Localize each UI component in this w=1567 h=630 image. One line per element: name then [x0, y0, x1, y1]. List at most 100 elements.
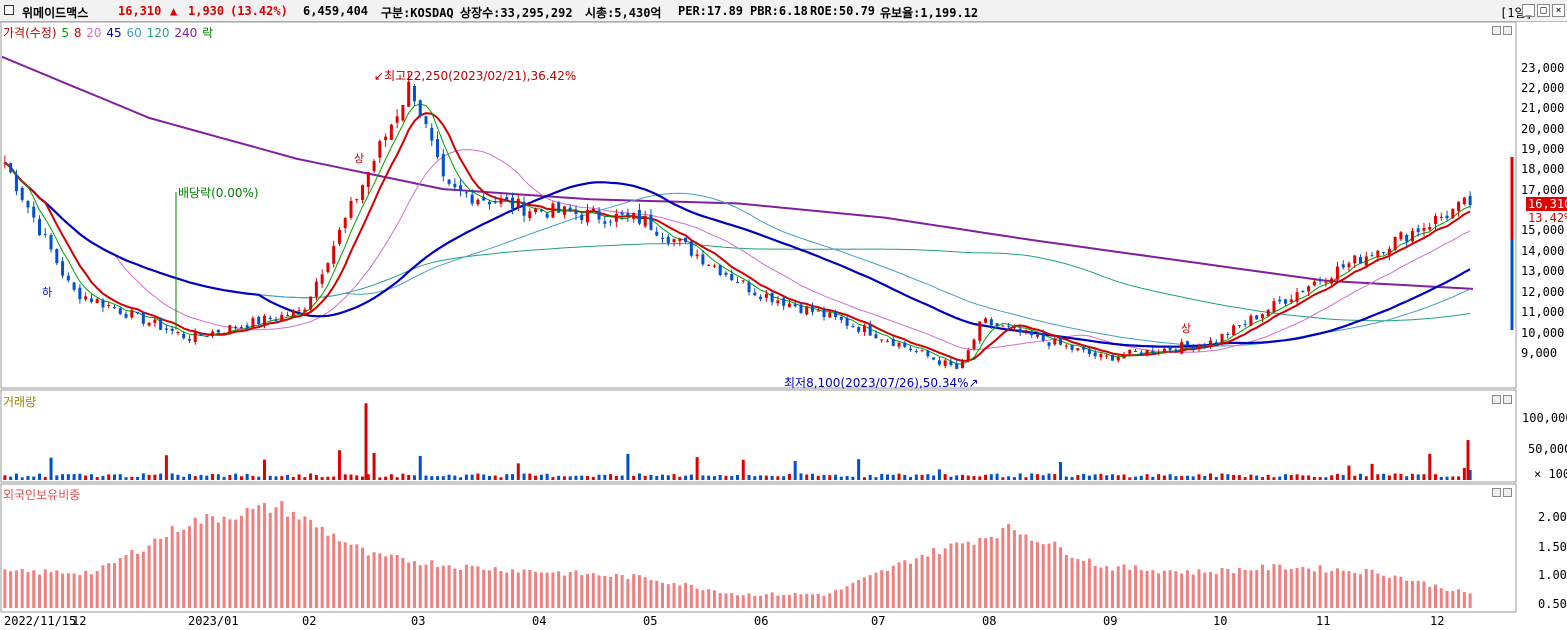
volume-bar: [1457, 476, 1461, 480]
listed-shares: 상장수:33,295,292: [460, 6, 573, 20]
volume-bar: [205, 475, 209, 480]
volume-bar: [995, 473, 999, 480]
volume-bar: [1243, 477, 1247, 480]
foreign-panel-close-button[interactable]: [1503, 488, 1512, 497]
volume-bar: [557, 475, 561, 480]
volume-bar: [1405, 476, 1409, 480]
volume-bar: [1116, 475, 1120, 480]
volume-bar: [326, 476, 330, 480]
candle-body: [251, 318, 255, 328]
candle-body: [239, 326, 243, 328]
foreign-bar: [78, 575, 82, 608]
volume-bar: [1284, 474, 1288, 480]
foreign-bar: [136, 553, 140, 608]
candle-body: [1255, 315, 1259, 320]
volume-bar: [678, 476, 682, 480]
candle-body: [412, 86, 416, 102]
foreign-bar: [297, 519, 301, 608]
volume-bar: [903, 474, 907, 480]
volume-bar: [187, 474, 191, 480]
volume-bar: [487, 475, 491, 480]
volume-bar: [147, 474, 151, 480]
foreign-bar: [1324, 572, 1328, 608]
maximize-button[interactable]: □: [1537, 4, 1550, 17]
foreign-bar: [95, 570, 99, 608]
foreign-bar: [407, 562, 411, 608]
foreign-bar: [378, 553, 382, 608]
foreign-bar: [1353, 572, 1357, 608]
foreign-bar: [1110, 570, 1114, 608]
volume-panel-close-button[interactable]: [1503, 395, 1512, 404]
volume-bar: [447, 474, 451, 480]
candle-body: [1312, 281, 1316, 286]
volume-bar: [211, 474, 215, 480]
candle-body: [1168, 346, 1172, 350]
volume-bar: [262, 459, 266, 480]
volume-bar: [805, 474, 809, 480]
volume-bar: [637, 473, 641, 480]
volume-bar: [1330, 475, 1334, 480]
ma240-line: [1, 55, 1474, 290]
candle-body: [453, 183, 457, 188]
volume-panel-frame: [0, 389, 1517, 483]
volume-bar: [880, 474, 884, 480]
candle-body: [1035, 335, 1039, 337]
foreign-bar: [72, 573, 76, 608]
price-panel-close-button[interactable]: [1503, 26, 1512, 35]
foreign-bar: [1059, 547, 1063, 608]
volume-bar: [1359, 473, 1363, 480]
foreign-bar: [199, 523, 203, 608]
foreign-tick: 1.00: [1538, 568, 1567, 582]
candle-body: [1110, 355, 1114, 361]
legend-ma8: 8: [73, 26, 82, 40]
foreign-bar: [234, 519, 238, 608]
volume-bar: [1324, 477, 1328, 480]
candle-body: [960, 361, 964, 369]
volume-bar: [1312, 476, 1316, 480]
volume-bar: [257, 476, 261, 480]
minimize-button[interactable]: _: [1522, 4, 1535, 17]
candle-body: [764, 293, 768, 298]
volume-bar: [430, 476, 434, 480]
candle-body: [1018, 328, 1022, 333]
foreign-bar: [170, 526, 174, 608]
foreign-bar: [741, 595, 745, 608]
candle-body: [222, 332, 226, 335]
close-button[interactable]: ×: [1552, 4, 1565, 17]
foreign-bar: [3, 569, 7, 608]
price-panel-minimize-button[interactable]: [1492, 26, 1501, 35]
volume-bar: [1157, 474, 1161, 480]
foreign-bar: [1399, 576, 1403, 608]
foreign-bar: [1134, 565, 1138, 608]
foreign-bar: [141, 551, 145, 608]
candle-body: [476, 199, 480, 205]
ma5-line: [4, 103, 1471, 365]
price-change: 1,930: [188, 4, 225, 18]
volume-bar: [1451, 476, 1455, 480]
candle-body: [505, 197, 509, 200]
foreign-panel-minimize-button[interactable]: [1492, 488, 1501, 497]
candle-body: [632, 212, 636, 219]
volume-bar: [1295, 474, 1299, 480]
volume-bar: [759, 475, 763, 480]
foreign-bar: [701, 590, 705, 608]
price-change-pct: (13.42%): [230, 4, 288, 18]
foreign-bar: [211, 516, 215, 608]
volume-panel-minimize-button[interactable]: [1492, 395, 1501, 404]
volume-bar: [251, 475, 255, 480]
volume-bar: [482, 474, 486, 480]
select-checkbox[interactable]: [4, 5, 14, 15]
price-tick: 13,000: [1521, 264, 1565, 278]
foreign-bar: [147, 545, 151, 608]
foreign-bar: [926, 556, 930, 608]
volume-bar: [984, 474, 988, 480]
candle-body: [920, 350, 924, 352]
low-price-annotation: 최저8,100(2023/07/26),50.34%↗: [784, 376, 979, 390]
foreign-bar: [412, 561, 416, 608]
foreign-bar: [764, 594, 768, 608]
candle-body: [124, 313, 128, 318]
candle-body: [810, 305, 814, 312]
candle-body: [395, 116, 399, 123]
candle-body: [193, 331, 197, 343]
foreign-bar: [37, 574, 41, 608]
